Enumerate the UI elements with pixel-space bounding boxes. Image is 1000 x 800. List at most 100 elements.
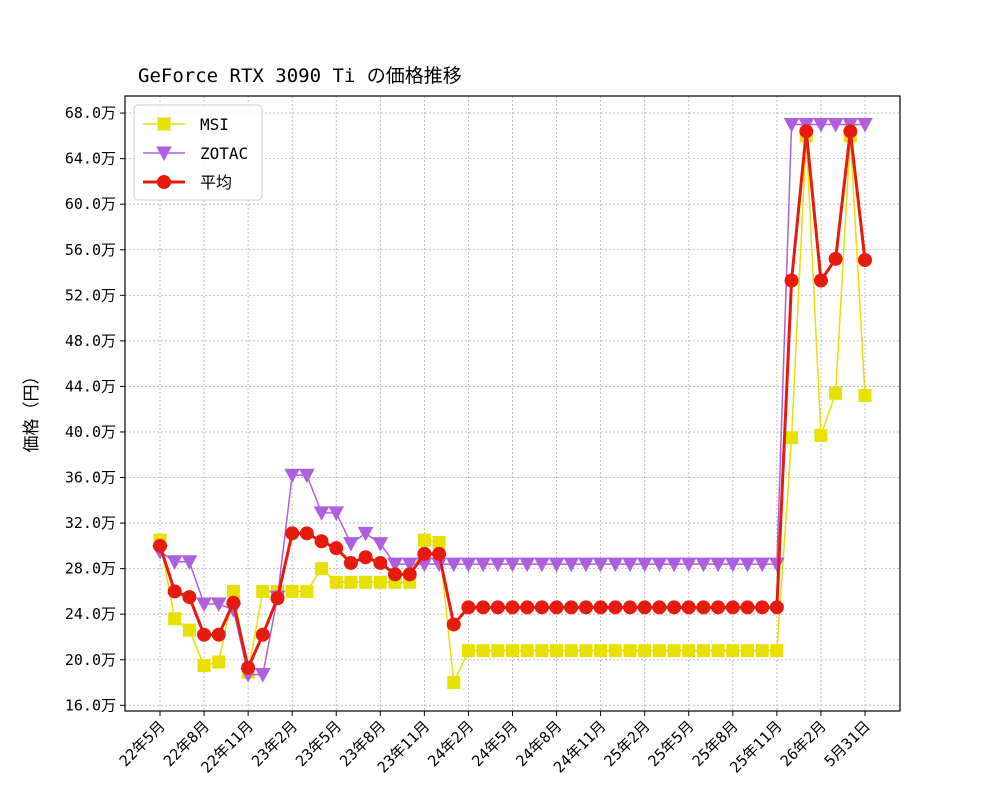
data-point [754, 557, 771, 573]
legend: MSI ZOTAC 平均 [133, 104, 263, 201]
data-point [578, 600, 593, 615]
x-tick-label: 5月31日 [821, 717, 874, 770]
data-point [739, 557, 756, 573]
data-point [667, 644, 681, 658]
x-tick-label: 25年2月 [600, 717, 653, 770]
data-point [299, 526, 314, 541]
data-point [445, 557, 462, 573]
data-point [578, 557, 594, 573]
data-point [285, 584, 299, 598]
data-point [667, 600, 682, 615]
data-point [534, 557, 550, 573]
x-tick-label: 25年5月 [644, 717, 697, 770]
x-tick-label: 23年5月 [292, 717, 345, 770]
data-point [608, 644, 622, 658]
data-point [638, 644, 652, 658]
y-tick-label: 44.0万 [65, 377, 116, 395]
data-point [711, 600, 726, 615]
data-point [594, 644, 608, 658]
data-point [651, 557, 668, 573]
data-point [519, 557, 536, 573]
y-tick-label: 68.0万 [65, 104, 116, 122]
data-point [387, 557, 403, 573]
data-point [827, 117, 844, 133]
data-point [696, 600, 711, 615]
data-point [446, 617, 461, 632]
data-point [696, 644, 710, 658]
data-point [829, 386, 843, 400]
data-point [740, 600, 755, 615]
y-tick-label: 60.0万 [65, 195, 116, 213]
data-point [343, 555, 358, 570]
data-point [769, 600, 784, 615]
y-tick-label: 24.0万 [65, 605, 116, 623]
data-point [828, 251, 843, 266]
data-point [799, 124, 814, 139]
y-tick-label: 48.0万 [65, 332, 116, 350]
data-point [359, 575, 373, 589]
data-point [637, 600, 652, 615]
data-point [314, 534, 329, 549]
data-point [505, 600, 520, 615]
data-point [623, 600, 637, 615]
data-point [504, 557, 521, 573]
data-point [681, 600, 696, 615]
data-point [226, 595, 241, 610]
y-axis-label: 価格（円） [22, 368, 42, 453]
series-layer [152, 117, 873, 690]
data-point [197, 627, 212, 642]
data-point [388, 567, 402, 582]
data-point [520, 600, 535, 615]
data-point [579, 644, 593, 658]
data-point [550, 644, 564, 658]
data-point [843, 124, 858, 139]
data-point [476, 644, 490, 658]
data-point [726, 644, 740, 658]
chart-title: GeForce RTX 3090 Ti の価格推移 [138, 65, 462, 87]
data-point [682, 644, 696, 658]
x-tick-label: 26年2月 [777, 717, 830, 770]
data-point [313, 506, 330, 521]
data-point [636, 557, 653, 573]
data-point [490, 600, 505, 615]
data-point [210, 597, 227, 612]
y-tick-label: 52.0万 [65, 286, 116, 304]
y-tick-label: 32.0万 [65, 514, 116, 532]
data-point [652, 600, 667, 615]
data-point [270, 591, 285, 606]
data-point [592, 557, 609, 573]
data-point [813, 273, 828, 288]
data-point [461, 600, 476, 615]
data-point [858, 253, 872, 267]
x-tick-label: 24年5月 [468, 717, 521, 770]
data-point [255, 627, 270, 642]
data-point [476, 600, 491, 615]
legend-marker [157, 175, 171, 189]
data-point [783, 117, 800, 133]
data-point [254, 668, 271, 683]
data-point [666, 557, 682, 573]
data-point [695, 557, 712, 573]
data-point [814, 428, 828, 442]
data-point [181, 555, 198, 570]
data-point [725, 600, 740, 615]
data-point [241, 660, 256, 675]
y-tick-label: 20.0万 [65, 651, 116, 669]
axis-ticks: 16.0万 20.0万 24.0万 28.0万 32.0万 36.0万 40.0万 44.0万… [65, 104, 874, 777]
data-point [226, 584, 240, 598]
data-point [329, 541, 344, 556]
x-tick-label: 23年2月 [248, 717, 301, 770]
series-2 [153, 124, 872, 675]
data-point [622, 557, 638, 573]
data-point [343, 537, 359, 552]
data-point [564, 600, 579, 615]
data-point [328, 506, 345, 521]
data-point [167, 584, 182, 599]
data-point [402, 567, 417, 582]
data-point [491, 644, 505, 658]
data-point [300, 584, 314, 598]
legend-label: ZOTAC [200, 144, 248, 163]
data-point [784, 273, 799, 288]
legend-marker [157, 117, 171, 131]
data-point [489, 557, 506, 573]
